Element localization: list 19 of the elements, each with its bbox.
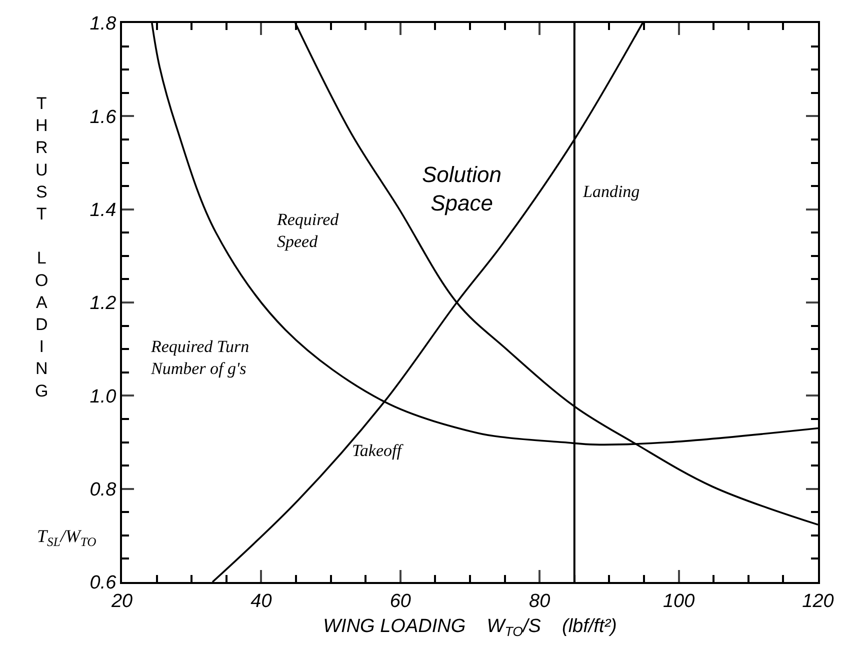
- x-tick-label: 120: [802, 590, 834, 612]
- text: T$_{SL}$/W$_{TO}$: [37, 526, 96, 549]
- text: THRUST LOADING: [35, 94, 48, 400]
- y-tick-label: 1.6: [90, 106, 117, 128]
- x-tick-label: 60: [390, 590, 412, 612]
- y-tick-label: 1.4: [90, 200, 116, 221]
- y-tick-label: 1.0: [90, 386, 117, 408]
- y-tick-label: 0.8: [90, 479, 117, 500]
- y-tick-label: 1.2: [90, 293, 117, 314]
- ref-line-label: Landing: [582, 182, 640, 201]
- x-tick-label: 80: [529, 590, 551, 612]
- y-tick-label: 1.8: [90, 14, 117, 35]
- annotation: Required Turn Number of g's: [150, 337, 250, 378]
- x-axis-title: WING LOADING W$_{TO}$/S (lbf/ft²): [323, 616, 617, 640]
- annotation: Solution Space: [422, 162, 502, 216]
- x-tick-label: 40: [250, 590, 272, 612]
- annotation: Required Speed: [276, 210, 340, 252]
- x-tick-label: 100: [662, 590, 696, 612]
- annotation: Takeoff: [352, 441, 404, 460]
